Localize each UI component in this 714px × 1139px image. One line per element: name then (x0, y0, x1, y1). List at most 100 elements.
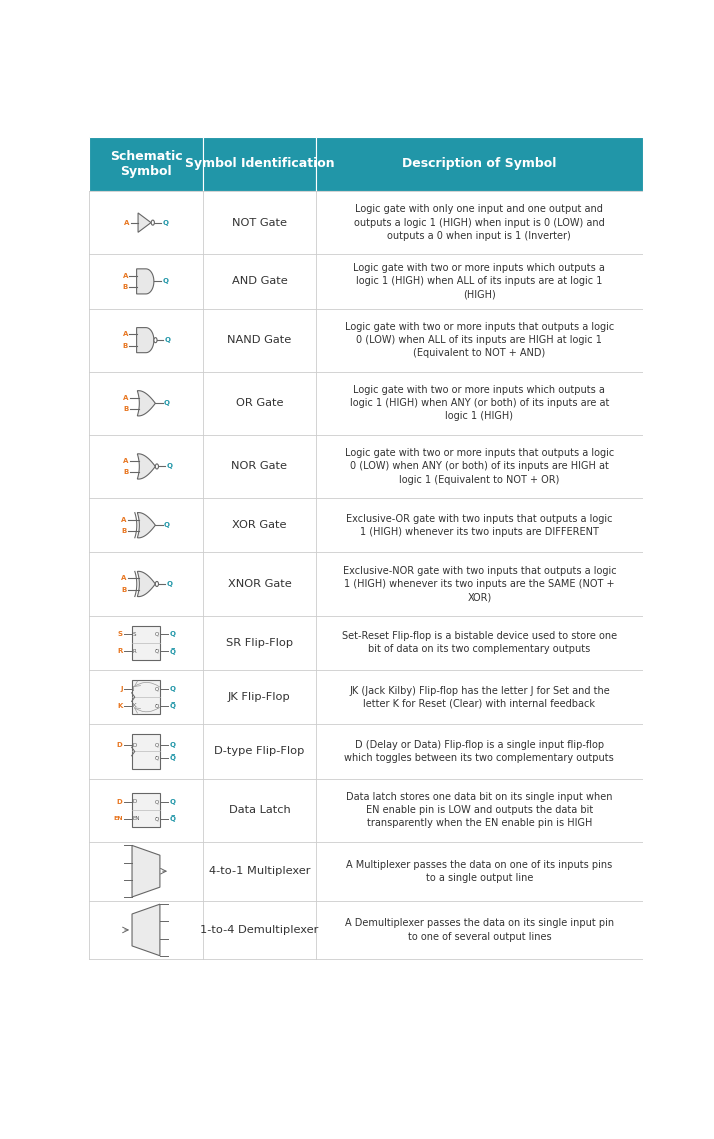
Text: Data Latch: Data Latch (228, 805, 291, 816)
Text: NOT Gate: NOT Gate (232, 218, 287, 228)
Text: S: S (133, 632, 136, 637)
Text: A: A (121, 516, 126, 523)
Bar (131, 625, 161, 659)
Text: D: D (117, 743, 123, 748)
Text: EN: EN (113, 817, 123, 821)
Bar (89, 779, 643, 842)
Text: D (Delay or Data) Flip-flop is a single input flip-flop
which toggles between it: D (Delay or Data) Flip-flop is a single … (344, 740, 614, 763)
Text: 1-to-4 Demultiplexer: 1-to-4 Demultiplexer (200, 925, 318, 935)
Text: J: J (120, 686, 123, 691)
Text: D-type Flip-Flop: D-type Flip-Flop (214, 746, 305, 756)
Text: NAND Gate: NAND Gate (227, 335, 291, 345)
Bar (89, 498, 643, 552)
Text: R: R (117, 648, 123, 654)
Text: Set-Reset Flip-flop is a bistable device used to store one
bit of data on its tw: Set-Reset Flip-flop is a bistable device… (342, 631, 617, 654)
Bar (89, 615, 643, 670)
Text: D: D (117, 798, 123, 804)
Text: D: D (133, 800, 137, 804)
Bar (131, 735, 161, 769)
Polygon shape (138, 213, 151, 232)
Bar (89, 254, 643, 309)
Text: D: D (133, 743, 137, 747)
Text: Logic gate with two or more inputs that outputs a logic
0 (LOW) when ALL of its : Logic gate with two or more inputs that … (345, 322, 614, 359)
Text: Q: Q (163, 220, 169, 226)
Text: Q: Q (169, 631, 176, 637)
Text: JK (Jack Kilby) Flip-flop has the letter J for Set and the
letter K for Reset (C: JK (Jack Kilby) Flip-flop has the letter… (349, 686, 610, 708)
Text: A: A (123, 272, 128, 279)
Text: Q̅: Q̅ (155, 755, 159, 760)
Text: Symbol Identification: Symbol Identification (185, 157, 334, 171)
Text: JK Flip-Flop: JK Flip-Flop (228, 693, 291, 702)
Circle shape (156, 464, 159, 469)
Text: Q̅: Q̅ (155, 649, 159, 654)
Text: B: B (123, 343, 128, 349)
Bar (89, 842, 643, 901)
Text: Logic gate with two or more inputs which outputs a
logic 1 (HIGH) when ANY (or b: Logic gate with two or more inputs which… (350, 385, 609, 421)
Polygon shape (136, 269, 154, 294)
Text: Q: Q (163, 278, 169, 285)
Polygon shape (132, 904, 160, 956)
Text: 4-to-1 Multiplexer: 4-to-1 Multiplexer (208, 866, 310, 876)
Text: XNOR Gate: XNOR Gate (228, 579, 291, 589)
Bar (89, 552, 643, 615)
Text: J: J (133, 686, 134, 691)
Bar (89, 724, 643, 779)
Text: Logic gate with two or more inputs which outputs a
logic 1 (HIGH) when ALL of it: Logic gate with two or more inputs which… (353, 263, 605, 300)
Polygon shape (136, 328, 154, 353)
Text: Q: Q (155, 632, 159, 637)
Text: Data latch stores one data bit on its single input when
EN enable pin is LOW and: Data latch stores one data bit on its si… (346, 792, 613, 828)
Text: B: B (124, 405, 129, 412)
Bar (89, 371, 643, 435)
Text: Q̅: Q̅ (169, 754, 176, 761)
Text: Exclusive-NOR gate with two inputs that outputs a logic
1 (HIGH) whenever its tw: Exclusive-NOR gate with two inputs that … (343, 566, 616, 603)
Text: Q: Q (165, 337, 171, 343)
Text: B: B (121, 527, 126, 534)
Text: EN: EN (133, 817, 140, 821)
Text: OR Gate: OR Gate (236, 399, 283, 408)
Text: R: R (133, 649, 136, 654)
Text: AND Gate: AND Gate (231, 277, 287, 286)
Circle shape (156, 581, 159, 587)
Text: K: K (133, 703, 136, 708)
Text: XOR Gate: XOR Gate (232, 521, 286, 530)
Text: Logic gate with only one input and one output and
outputs a logic 1 (HIGH) when : Logic gate with only one input and one o… (354, 204, 605, 240)
Text: Q: Q (167, 581, 173, 587)
Text: Q: Q (169, 686, 176, 691)
Bar (89, 137, 203, 191)
Text: Q̅: Q̅ (169, 816, 176, 822)
Bar (89, 435, 643, 498)
Text: Q: Q (155, 686, 159, 691)
Bar (131, 793, 161, 827)
Text: A: A (123, 331, 128, 337)
Bar (316, 137, 643, 191)
Text: Q̅: Q̅ (169, 648, 176, 655)
Text: A: A (121, 575, 126, 581)
Text: B: B (123, 284, 128, 290)
Text: Q: Q (164, 400, 170, 407)
Polygon shape (137, 572, 156, 597)
Text: A: A (124, 394, 129, 401)
Text: B: B (121, 587, 126, 592)
Bar (89, 670, 643, 724)
Text: Q: Q (164, 522, 170, 528)
Polygon shape (137, 391, 156, 416)
Text: SR Flip-Flop: SR Flip-Flop (226, 638, 293, 648)
Text: B: B (124, 469, 129, 475)
Bar (131, 680, 161, 714)
Text: Exclusive-OR gate with two inputs that outputs a logic
1 (HIGH) whenever its two: Exclusive-OR gate with two inputs that o… (346, 514, 613, 536)
Text: A Demultiplexer passes the data on its single input pin
to one of several output: A Demultiplexer passes the data on its s… (345, 918, 614, 942)
Text: A: A (124, 220, 129, 226)
Polygon shape (132, 845, 160, 898)
Bar (89, 191, 643, 254)
Text: A Multiplexer passes the data on one of its inputs pins
to a single output line: A Multiplexer passes the data on one of … (346, 860, 613, 883)
Circle shape (154, 337, 157, 343)
Text: Q: Q (169, 743, 176, 748)
Text: Description of Symbol: Description of Symbol (402, 157, 556, 171)
Bar (203, 137, 316, 191)
Text: S: S (118, 631, 123, 637)
Circle shape (151, 220, 154, 226)
Text: Q: Q (155, 800, 159, 804)
Bar (89, 901, 643, 959)
Bar (89, 309, 643, 371)
Text: Schematic
Symbol: Schematic Symbol (110, 150, 182, 178)
